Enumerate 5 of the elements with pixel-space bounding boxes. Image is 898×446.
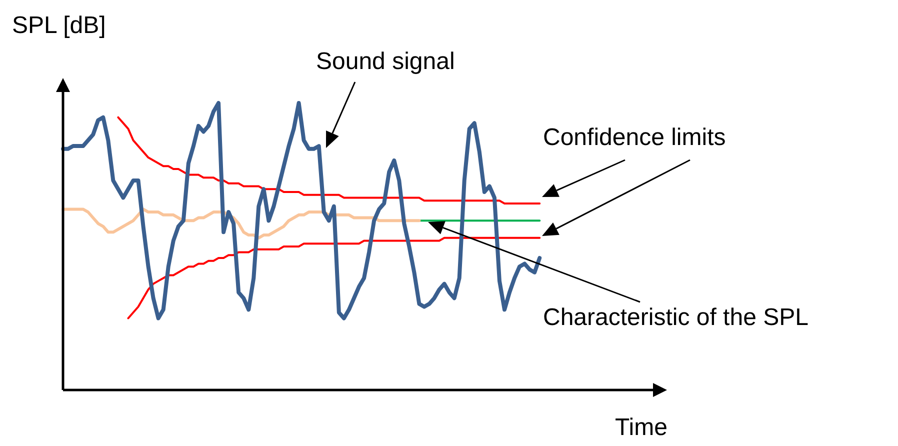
- text: Characteristic of the SPL: [543, 304, 808, 332]
- text: Confidence limits: [543, 124, 726, 152]
- x-axis-title: Time: [615, 414, 668, 442]
- y-axis-title: SPL [dB]: [12, 12, 106, 40]
- series-label: Sound signal: [316, 48, 455, 76]
